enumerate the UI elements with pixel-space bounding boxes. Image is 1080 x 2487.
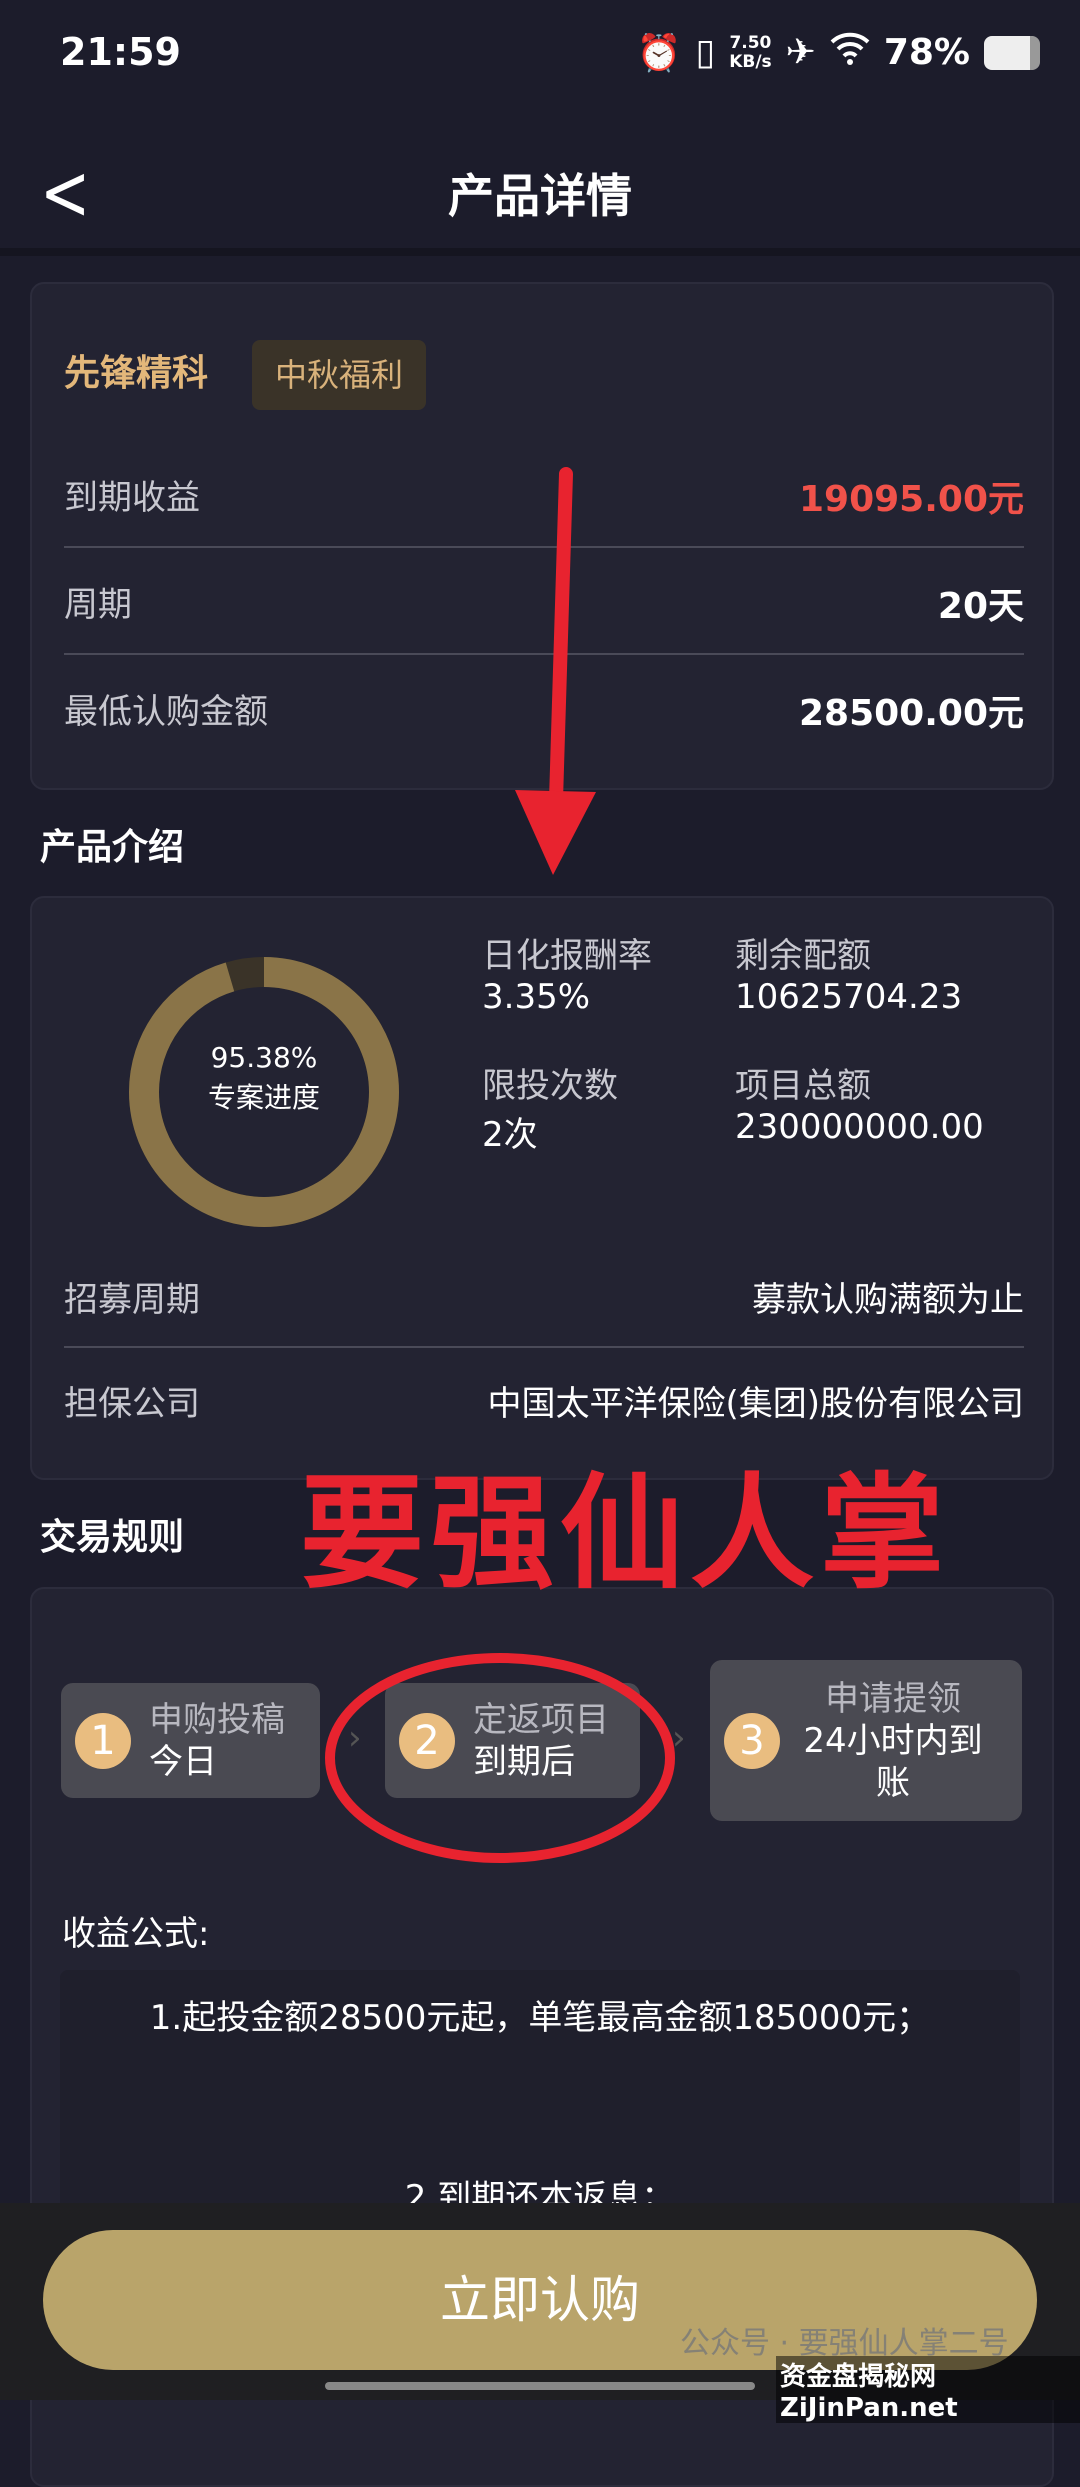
formula-line: 1.起投金额28500元起，单笔最高金额185000元； xyxy=(149,1998,931,2038)
step-2: 2 定返项目 到期后 xyxy=(385,1683,640,1798)
step-3: 3 申请提领 24小时内到账 xyxy=(710,1660,1022,1821)
home-indicator[interactable] xyxy=(325,2382,755,2390)
vibrate-icon: ▯ xyxy=(695,32,716,73)
stat-remaining-quota: 剩余配额 10625704.23 xyxy=(735,936,963,1017)
page-title: 产品详情 xyxy=(448,169,632,223)
progress-donut xyxy=(129,957,399,1227)
divider xyxy=(64,1346,1024,1348)
network-speed: 7.50 KB/s xyxy=(729,32,772,72)
step-1: 1 申购投稿 今日 xyxy=(61,1683,320,1798)
airplane-icon: ✈ xyxy=(785,32,816,73)
divider xyxy=(64,546,1024,548)
annotation-arrow-head xyxy=(515,790,596,875)
header: < 产品详情 xyxy=(0,140,1080,250)
annotation-text: 要强仙人掌 xyxy=(300,1462,951,1606)
formula-box: 1.起投金额28500元起，单笔最高金额185000元； 2.到期还本返息； xyxy=(60,1970,1020,2230)
alarm-icon: ⏰ xyxy=(636,32,682,74)
site-watermark: 资金盘揭秘网 ZiJinPan.net xyxy=(776,2356,1080,2423)
back-button[interactable]: < xyxy=(40,147,91,239)
progress-value: 95.38% xyxy=(210,1041,318,1074)
status-bar: 21:59 ⏰ ▯ 7.50 KB/s ✈ 78% xyxy=(0,30,1080,86)
stat-project-total: 项目总额 230000000.00 xyxy=(735,1066,984,1147)
stat-daily-rate: 日化报酬率 3.35% xyxy=(482,936,652,1017)
section-heading-rules: 交易规则 xyxy=(40,1517,185,1558)
progress-label: 专案进度 xyxy=(207,1081,320,1114)
product-tag: 中秋福利 xyxy=(252,340,426,410)
wifi-icon xyxy=(830,30,870,75)
formula-label: 收益公式: xyxy=(62,1914,210,1954)
chevron-right-icon: › xyxy=(348,1718,362,1758)
stat-invest-limit: 限投次数 2次 xyxy=(482,1066,618,1155)
status-time: 21:59 xyxy=(60,30,181,74)
product-intro-card: 95.38% 专案进度 日化报酬率 3.35% 剩余配额 10625704.23 限… xyxy=(30,896,1054,1480)
battery-icon xyxy=(984,35,1040,70)
product-name: 先锋精科 xyxy=(64,353,209,394)
chevron-right-icon: › xyxy=(672,1718,686,1758)
product-summary-card: 先锋精科 中秋福利 到期收益 19095.00元 周期 20天 最低认购金额 2850… xyxy=(30,282,1054,790)
section-heading-intro: 产品介绍 xyxy=(40,827,185,868)
divider xyxy=(0,248,1080,256)
subscribe-button[interactable]: 立即认购 xyxy=(43,2230,1037,2370)
battery-level: 78% xyxy=(883,32,970,73)
row-period: 周期 20天 xyxy=(64,585,1024,627)
wechat-watermark: 公众号 · 要强仙人掌二号 xyxy=(680,2326,1009,2361)
divider xyxy=(64,653,1024,655)
row-raise-period: 招募周期 募款认购满额为止 xyxy=(64,1280,1024,1320)
row-min-amount: 最低认购金额 28500.00元 xyxy=(64,692,1024,734)
row-guarantor: 担保公司 中国太平洋保险(集团)股份有限公司 xyxy=(64,1384,1024,1424)
donut-progress xyxy=(129,957,399,1227)
row-maturity-income: 到期收益 19095.00元 xyxy=(64,478,1024,520)
